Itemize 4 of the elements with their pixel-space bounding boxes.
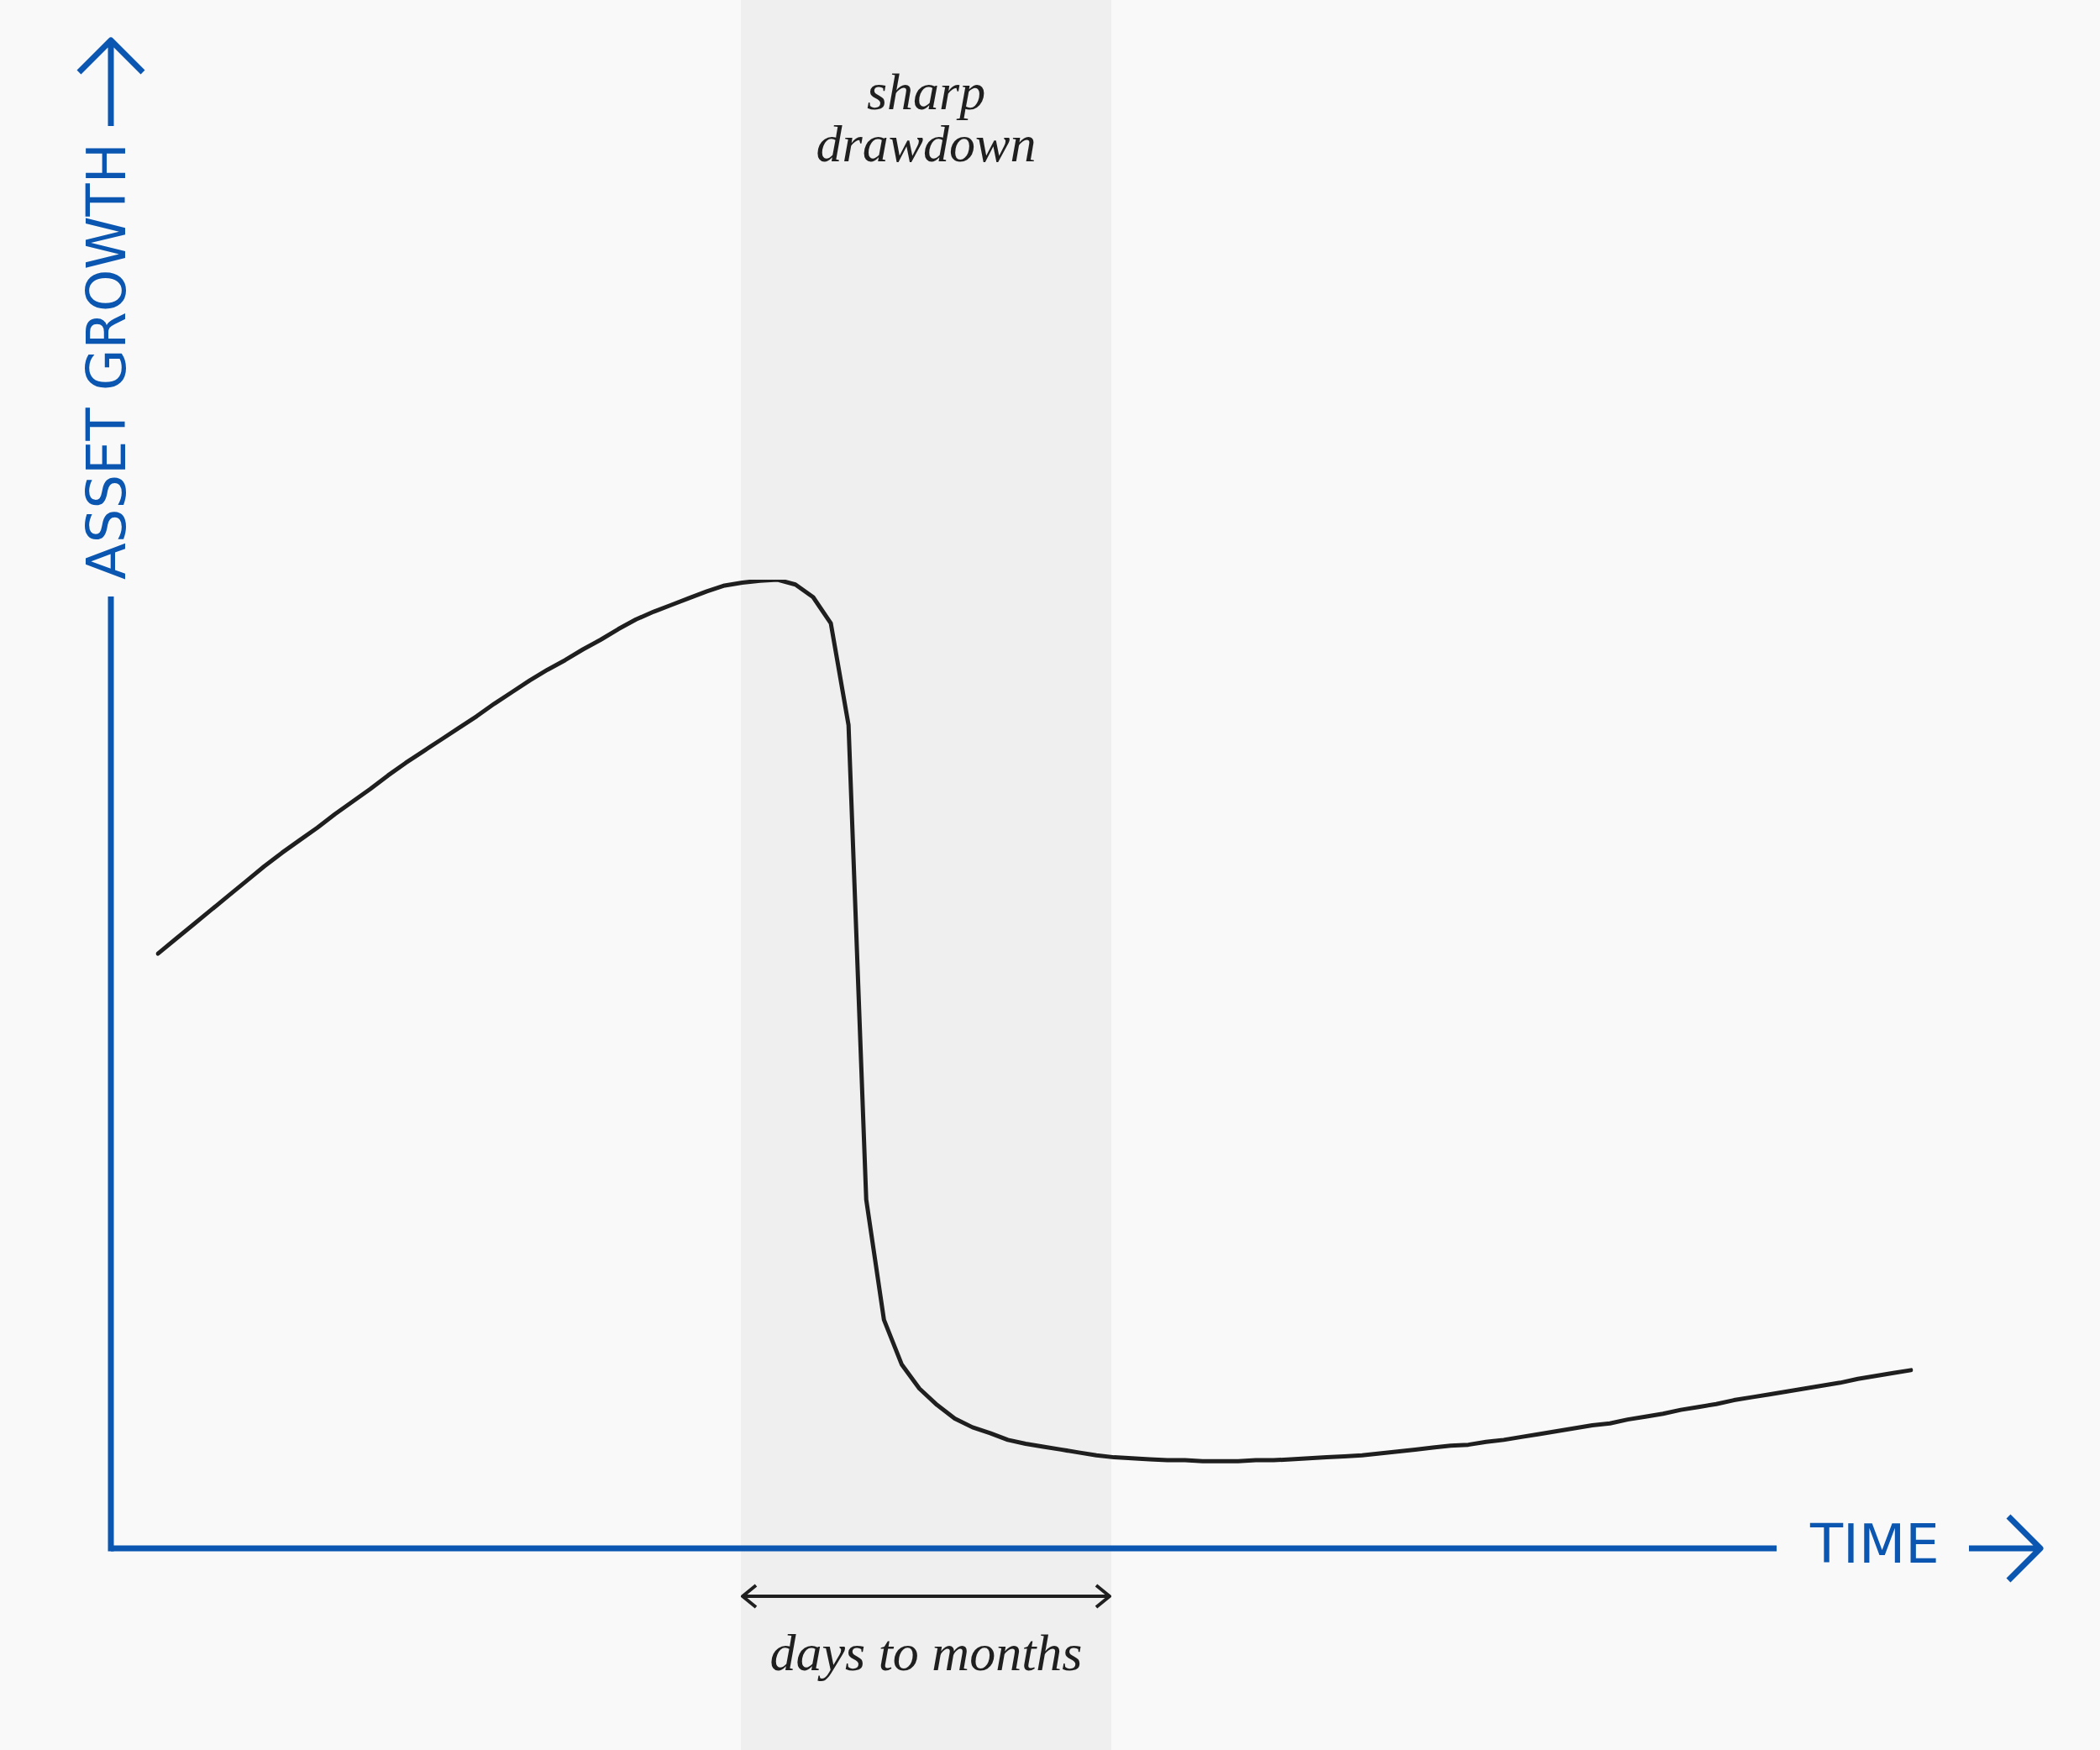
y-axis-title: ASSET GROWTH (75, 143, 138, 580)
x-axis-title: TIME (1809, 1512, 1940, 1575)
text: sharp drawdown (816, 63, 1037, 172)
text: days to months (769, 1624, 1083, 1681)
